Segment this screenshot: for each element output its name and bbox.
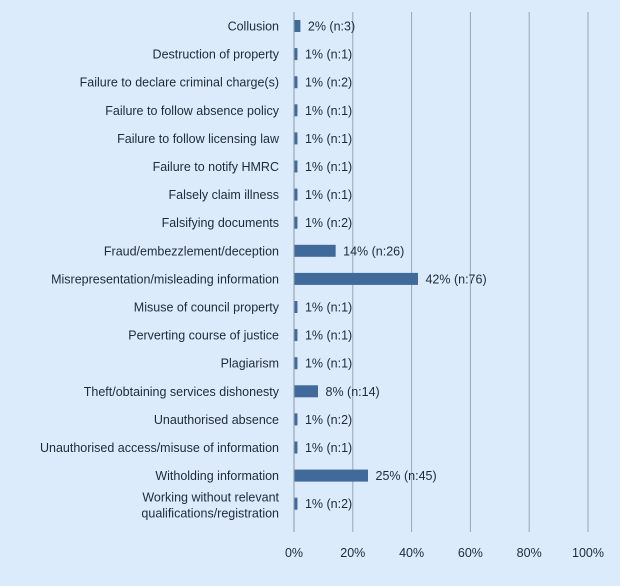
data-label: 1% (n:2) — [305, 76, 352, 90]
bar — [294, 357, 298, 370]
data-label: 1% (n:2) — [305, 216, 352, 230]
bar — [294, 301, 298, 313]
category-label: Witholding information — [155, 469, 279, 483]
x-tick-label: 100% — [572, 546, 604, 560]
data-label: 1% (n:2) — [305, 497, 352, 511]
data-label: 1% (n:1) — [305, 160, 352, 174]
bar — [294, 413, 298, 426]
bar — [294, 272, 418, 285]
category-label: Working without relevant qualifications/r… — [141, 491, 279, 521]
category-label: Misrepresentation/misleading information — [51, 272, 279, 286]
x-tick-label: 40% — [399, 546, 424, 560]
bar — [294, 132, 298, 145]
data-label: 42% (n:76) — [425, 272, 486, 286]
category-label: Failure to notify HMRC — [153, 160, 279, 174]
data-label: 8% (n:14) — [326, 385, 380, 399]
data-label: 1% (n:1) — [305, 132, 352, 146]
category-label: Fraud/embezzlement/deception — [104, 244, 279, 258]
category-label: Failure to follow absence policy — [105, 104, 279, 118]
data-label: 1% (n:1) — [305, 301, 352, 315]
data-label: 1% (n:1) — [305, 188, 352, 202]
bar — [294, 441, 298, 454]
x-tick-label: 80% — [517, 546, 542, 560]
category-label: Falsifying documents — [162, 216, 279, 230]
bar — [294, 188, 298, 201]
data-label: 1% (n:1) — [305, 441, 352, 455]
bar — [294, 497, 298, 510]
bar — [294, 48, 298, 61]
category-label: Falsely claim illness — [169, 188, 279, 202]
bar — [294, 76, 298, 89]
data-label: 25% (n:45) — [376, 469, 437, 483]
bar — [294, 244, 336, 257]
bar — [294, 104, 298, 117]
data-label: 1% (n:1) — [305, 357, 352, 371]
data-label: 1% (n:1) — [305, 104, 352, 118]
bar — [294, 469, 368, 482]
category-label: Theft/obtaining services dishonesty — [84, 385, 280, 399]
bar — [294, 385, 319, 398]
bar — [294, 160, 298, 173]
category-label: Collusion — [228, 20, 279, 34]
category-label: Perverting course of justice — [128, 329, 279, 343]
category-label: Misuse of council property — [134, 301, 280, 315]
category-label: Destruction of property — [153, 48, 280, 62]
category-label: Unauthorised absence — [154, 413, 279, 427]
data-label: 1% (n:2) — [305, 413, 352, 427]
category-label: Unauthorised access/misuse of informatio… — [40, 441, 279, 455]
data-label: 14% (n:26) — [343, 244, 404, 258]
bar — [294, 329, 298, 342]
data-label: 1% (n:1) — [305, 48, 352, 62]
category-label: Plagiarism — [221, 357, 279, 371]
data-label: 2% (n:3) — [308, 20, 355, 34]
data-label: 1% (n:1) — [305, 329, 352, 343]
category-label: Failure to follow licensing law — [117, 132, 280, 146]
category-label: Failure to declare criminal charge(s) — [80, 76, 279, 90]
x-tick-label: 60% — [458, 546, 483, 560]
bar — [294, 216, 298, 229]
x-tick-label: 0% — [285, 546, 303, 560]
bar — [294, 20, 301, 32]
x-tick-label: 20% — [340, 546, 365, 560]
